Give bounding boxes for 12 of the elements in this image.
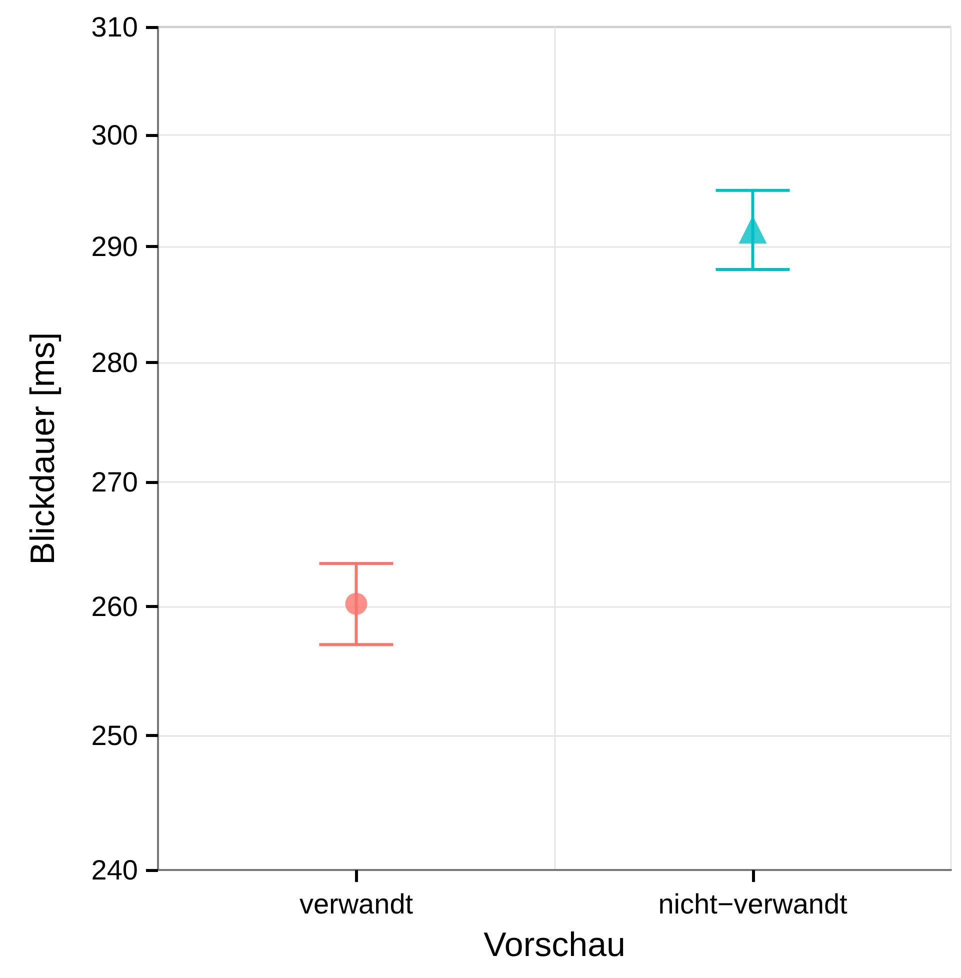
x-axis-title: Vorschau: [484, 926, 626, 964]
y-tick-label: 270: [91, 466, 138, 498]
y-tick-label: 300: [91, 120, 138, 151]
x-tick-label: verwandt: [299, 888, 414, 920]
y-tick-label: 290: [91, 231, 138, 262]
y-tick-label: 240: [91, 854, 138, 886]
y-tick-label: 260: [91, 590, 138, 622]
y-tick-label: 310: [91, 12, 138, 42]
y-tick-label: 250: [91, 720, 138, 752]
y-tick-label: 280: [91, 346, 138, 378]
x-tick-label: nicht−verwandt: [658, 888, 848, 920]
y-axis-title: Blickdauer [ms]: [24, 332, 62, 565]
